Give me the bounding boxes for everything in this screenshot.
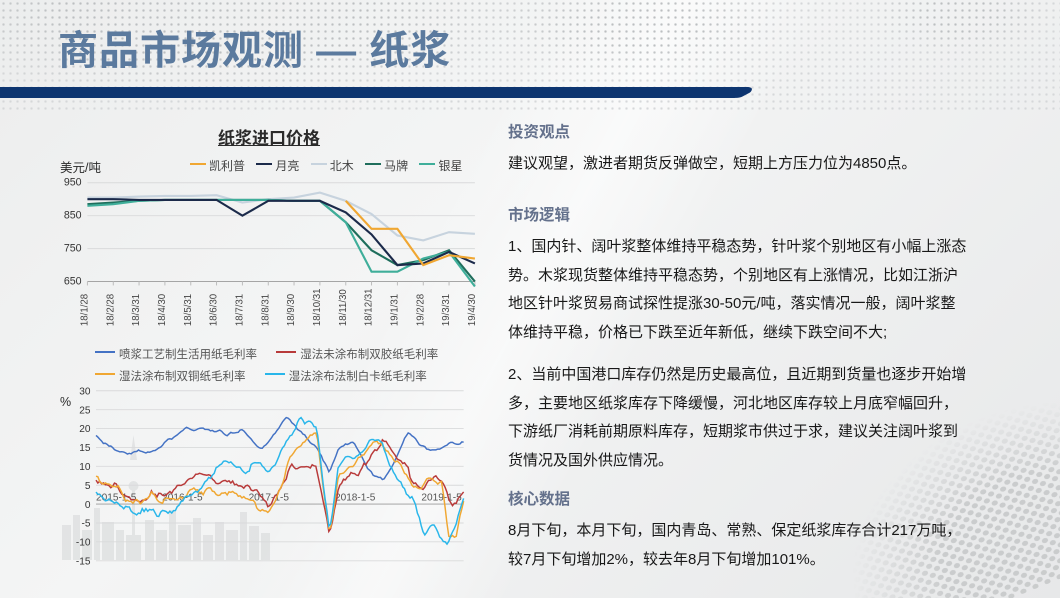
svg-text:950: 950 — [64, 177, 82, 189]
svg-text:15: 15 — [79, 443, 91, 454]
svg-text:-10: -10 — [76, 538, 91, 549]
svg-text:18/5/31: 18/5/31 — [183, 294, 194, 326]
svg-text:2018-1-5: 2018-1-5 — [335, 492, 376, 503]
svg-text:20: 20 — [79, 424, 91, 435]
svg-text:18/12/31: 18/12/31 — [364, 288, 375, 326]
svg-text:18/2/28: 18/2/28 — [105, 294, 116, 326]
svg-text:850: 850 — [64, 210, 82, 222]
svg-text:18/3/31: 18/3/31 — [131, 294, 142, 326]
svg-text:18/8/31: 18/8/31 — [260, 294, 271, 326]
svg-text:18/11/30: 18/11/30 — [338, 289, 349, 326]
svg-text:19/2/28: 19/2/28 — [415, 294, 426, 326]
svg-text:-15: -15 — [76, 556, 91, 567]
svg-text:19/4/30: 19/4/30 — [467, 294, 478, 326]
svg-text:19/1/31: 19/1/31 — [389, 294, 400, 326]
svg-text:18/7/31: 18/7/31 — [234, 294, 245, 326]
svg-text:0: 0 — [85, 500, 91, 511]
svg-text:10: 10 — [79, 462, 91, 473]
svg-text:30: 30 — [79, 386, 91, 397]
svg-text:18/6/30: 18/6/30 — [209, 294, 220, 326]
svg-text:18/10/31: 18/10/31 — [312, 288, 323, 326]
svg-text:25: 25 — [79, 405, 91, 416]
svg-text:750: 750 — [64, 243, 82, 255]
svg-text:18/4/30: 18/4/30 — [157, 294, 168, 326]
svg-text:-5: -5 — [82, 519, 91, 530]
svg-text:19/3/31: 19/3/31 — [441, 294, 452, 326]
svg-text:650: 650 — [64, 275, 82, 287]
svg-text:2019-1-5: 2019-1-5 — [421, 492, 462, 503]
svg-text:5: 5 — [85, 481, 91, 492]
svg-text:18/1/28: 18/1/28 — [79, 294, 90, 326]
svg-text:18/9/30: 18/9/30 — [286, 294, 297, 326]
